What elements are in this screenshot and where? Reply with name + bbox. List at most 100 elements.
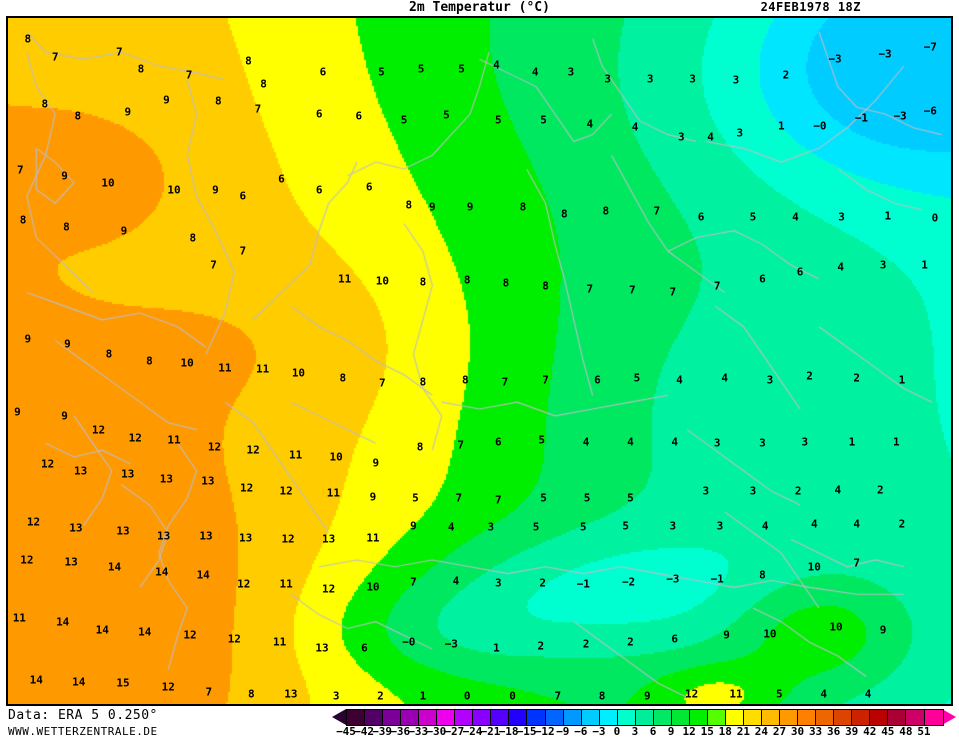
grid-value-label: 12 <box>26 515 41 529</box>
colorbar-swatch <box>419 710 438 725</box>
grid-value-label: 10 <box>180 356 194 370</box>
grid-value-label: 5 <box>540 491 547 505</box>
grid-value-label: 3 <box>702 484 710 498</box>
grid-value-label: 3 <box>749 484 757 498</box>
colorbar-tick: 21 <box>736 725 750 738</box>
grid-value-label: 1 <box>777 119 785 133</box>
grid-value-label: 1 <box>419 689 427 703</box>
grid-value-label: 3 <box>677 130 685 144</box>
grid-value-label: 2 <box>876 483 884 497</box>
grid-value-label: 8 <box>463 273 471 287</box>
grid-value-label: 8 <box>602 204 610 218</box>
grid-value-label: 6 <box>355 109 363 123</box>
colorbar-swatch <box>455 710 474 725</box>
grid-value-label: 7 <box>586 282 594 296</box>
grid-value-label: −6 <box>923 104 937 118</box>
grid-value-label: 6 <box>315 183 323 196</box>
grid-value-label: 2 <box>898 517 906 531</box>
grid-value-label: 8 <box>245 54 252 68</box>
grid-value-label: 5 <box>749 210 757 224</box>
map-viewport[interactable]: 8 7 7 8 7 8 8 6 5 5 5 4 4 3 3 3 3 3 2 −3 −3 −7 8 8 9 9 8 7 6 6 5 5 5 5 4 4 3… <box>6 16 953 706</box>
grid-value-label: 10 <box>366 580 380 594</box>
grid-value-label: 9 <box>879 623 887 637</box>
colorbar-swatch <box>599 710 618 725</box>
colorbar-tick: −18 <box>498 725 519 738</box>
colorbar-swatch <box>852 710 871 725</box>
grid-value-label: 6 <box>759 272 766 286</box>
website-label: WWW.WETTERZENTRALE.DE <box>8 725 158 738</box>
colorbar-tick: 24 <box>754 725 769 738</box>
grid-value-label: 7 <box>853 556 860 570</box>
colorbar-swatch <box>581 710 600 725</box>
grid-value-label: 11 <box>255 362 270 376</box>
grid-value-label: 10 <box>807 560 821 574</box>
grid-value-label: −3 <box>878 47 892 61</box>
grid-value-label: 3 <box>604 72 612 86</box>
colorbar-swatch <box>383 710 402 725</box>
grid-value-label: 13 <box>121 467 135 481</box>
colorbar-tick: −3 <box>592 725 606 738</box>
grid-value-label: 8 <box>419 375 427 389</box>
colorbar-swatch <box>491 710 510 725</box>
colorbar-tick: −21 <box>480 725 501 738</box>
colorbar-swatch <box>906 710 925 725</box>
grid-value-label: 6 <box>796 265 804 279</box>
grid-value-label: −0 <box>402 635 416 649</box>
grid-value-label: 12 <box>227 632 241 646</box>
grid-value-label: 4 <box>531 65 539 79</box>
colorbar-tick: 48 <box>899 725 913 738</box>
colorbar-tick: −33 <box>408 725 429 738</box>
grid-value-label: 5 <box>378 65 385 79</box>
grid-value-label: 0 <box>509 689 516 703</box>
grid-value-label: −3 <box>828 52 842 66</box>
grid-value-label: 6 <box>495 435 502 449</box>
grid-value-label: 2 <box>539 576 546 590</box>
grid-value-label: 3 <box>646 72 654 86</box>
grid-value-label: 12 <box>246 443 260 457</box>
grid-value-label: 12 <box>279 484 293 498</box>
grid-value-label: 8 <box>416 440 424 454</box>
colorbar-tick: 6 <box>649 725 657 738</box>
grid-value-label: 11 <box>272 635 287 649</box>
grid-value-label: 1 <box>892 435 900 449</box>
grid-value-label: 5 <box>400 113 408 127</box>
colorbar-swatch <box>437 710 456 725</box>
grid-value-label: 9 <box>163 93 170 107</box>
grid-value-label: 9 <box>644 689 651 703</box>
grid-value-label: 5 <box>532 520 540 534</box>
grid-value-label: 12 <box>128 431 142 445</box>
grid-value-label: 4 <box>864 687 872 701</box>
colorbar-swatch <box>365 710 384 725</box>
grid-value-label: 9 <box>429 200 436 214</box>
grid-value-label: 7 <box>628 283 636 297</box>
temperature-field-canvas <box>8 18 951 704</box>
grid-value-label: 3 <box>332 689 340 703</box>
grid-value-label: 7 <box>542 373 549 387</box>
grid-value-label: 13 <box>64 555 78 569</box>
grid-value-label: 5 <box>540 113 547 127</box>
grid-value-label: 1 <box>921 258 928 272</box>
grid-value-label: 14 <box>95 623 109 637</box>
grid-value-label: 5 <box>412 491 419 505</box>
grid-value-label: 13 <box>156 529 171 543</box>
grid-value-label: 14 <box>196 568 210 582</box>
grid-value-label: 12 <box>207 440 222 454</box>
grid-value-label: 1 <box>493 641 500 655</box>
grid-value-label: 8 <box>146 354 153 368</box>
grid-value-label: 5 <box>417 62 425 76</box>
grid-value-label: 4 <box>707 130 714 144</box>
grid-value-label: −7 <box>923 40 937 54</box>
grid-value-label: 7 <box>16 163 24 177</box>
grid-value-label: 7 <box>51 50 59 64</box>
grid-value-label: 9 <box>410 519 417 533</box>
grid-value-label: 5 <box>583 491 591 505</box>
grid-value-label: 8 <box>19 213 27 227</box>
grid-value-label: 8 <box>502 276 510 290</box>
colorbar-swatch <box>473 710 492 725</box>
colorbar-high-cap <box>942 709 956 725</box>
grid-value-label: 7 <box>239 244 247 258</box>
grid-value-label: 2 <box>537 639 545 653</box>
colorbar[interactable]: −45 −42 −39 −36 −33 −30 −27 −24 −21 −18 −15 −12 −9 −6… <box>332 707 956 741</box>
grid-value-label: 4 <box>447 520 455 534</box>
grid-value-label: 8 <box>247 687 255 701</box>
